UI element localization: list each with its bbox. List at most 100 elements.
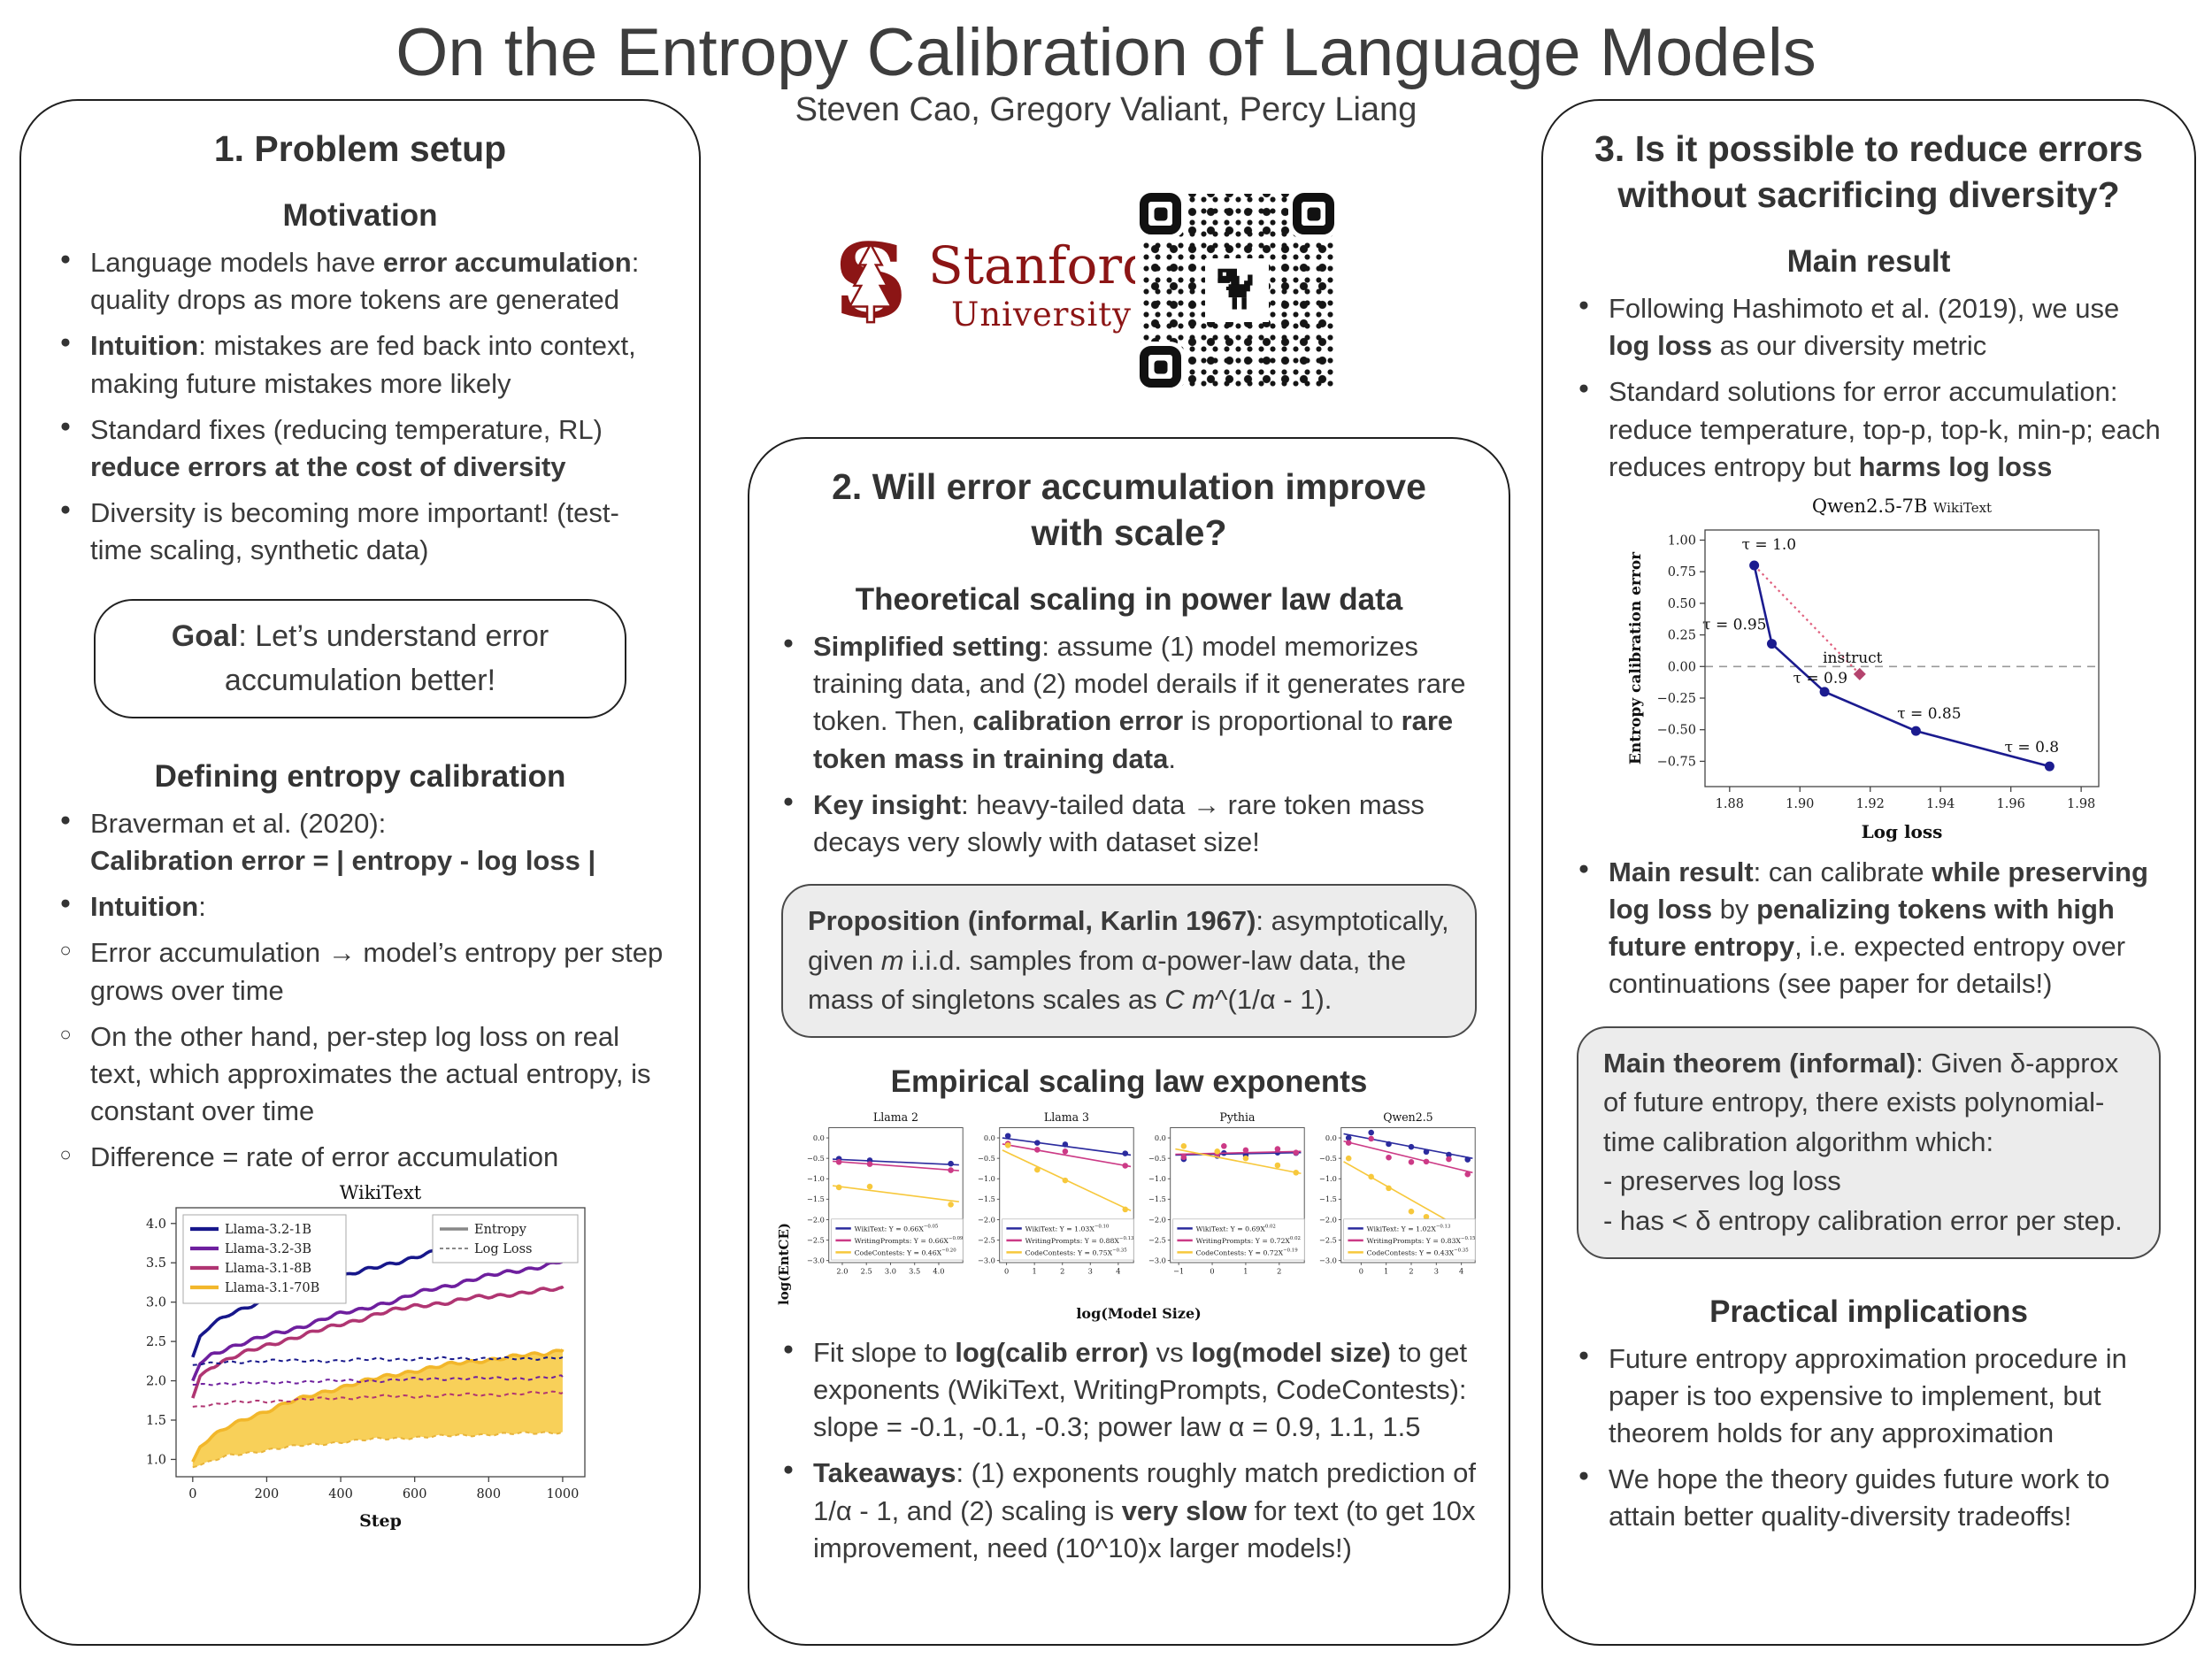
svg-text:Log Loss: Log Loss	[474, 1242, 533, 1256]
svg-text:Llama 2: Llama 2	[873, 1110, 918, 1124]
bullet-icon: ●	[782, 1338, 795, 1359]
svg-text:0.0: 0.0	[984, 1133, 995, 1142]
svg-text:Llama-3.2-1B: Llama-3.2-1B	[225, 1223, 311, 1237]
bullet-text: Simplified setting: assume (1) model mem…	[813, 631, 1474, 774]
svg-text:−2.5: −2.5	[1148, 1235, 1166, 1244]
empirical-heading: Empirical scaling law exponents	[890, 1064, 1368, 1099]
bullet-icon: ●	[1578, 857, 1590, 879]
svg-text:0.25: 0.25	[1668, 628, 1696, 642]
svg-text:1: 1	[1384, 1266, 1388, 1275]
svg-text:1.98: 1.98	[2067, 797, 2095, 811]
svg-text:WritingPrompts: Y = 0.66X−0.09: WritingPrompts: Y = 0.66X−0.09	[855, 1236, 964, 1245]
svg-text:−0.25: −0.25	[1657, 692, 1696, 706]
main-result-bullet-list: ● Main result: can calibrate while preser…	[1573, 854, 2164, 1003]
svg-text:−0.5: −0.5	[807, 1154, 825, 1163]
scaling-ylabel: log(EntCE)	[776, 1222, 792, 1305]
bullet-text: Future entropy approximation procedure i…	[1609, 1342, 2135, 1448]
main-result-list: ● Following Hashimoto et al. (2019), we u…	[1573, 290, 2164, 486]
proposition-box: Proposition (informal, Karlin 1967): asy…	[781, 884, 1477, 1038]
svg-text:−1: −1	[1173, 1266, 1184, 1275]
scaling-charts: log(EntCE) Llama 2 0.0 −0.5 −1.0 −1.5 −2.0 −2.…	[776, 1110, 1480, 1322]
circle-bullet-icon: ○	[59, 1143, 72, 1166]
svg-text:CodeContests: Y = 0.75X−0.35: CodeContests: Y = 0.75X−0.35	[1025, 1248, 1128, 1256]
list-item: ● Intuition:	[55, 888, 665, 926]
bullet-icon: ●	[782, 633, 795, 654]
svg-text:−2.5: −2.5	[1319, 1235, 1337, 1244]
svg-text:WikiText: WikiText	[340, 1185, 422, 1203]
svg-text:3.5: 3.5	[909, 1266, 920, 1275]
svg-text:Llama-3.1-70B: Llama-3.1-70B	[225, 1281, 319, 1295]
svg-text:2.5: 2.5	[861, 1266, 872, 1275]
svg-text:Entropy: Entropy	[474, 1223, 527, 1237]
svg-text:−2.5: −2.5	[978, 1235, 995, 1244]
svg-text:0.0: 0.0	[813, 1133, 825, 1142]
qr-code	[1135, 188, 1339, 392]
qr-finder-icon	[1293, 193, 1334, 234]
svg-text:CodeContests: Y = 0.46X−0.20: CodeContests: Y = 0.46X−0.20	[855, 1248, 957, 1256]
svg-text:3: 3	[1434, 1266, 1439, 1275]
section-3-heading: 3. Is it possible to reduce errors witho…	[1594, 128, 2143, 216]
stanford-seal-icon: S	[833, 232, 908, 336]
stanford-tree-icon	[848, 242, 894, 324]
svg-text:200: 200	[255, 1487, 280, 1502]
svg-text:4: 4	[1459, 1266, 1463, 1275]
list-item: ● Diversity is becoming more important! (…	[55, 495, 665, 569]
svg-text:1.0: 1.0	[146, 1454, 166, 1468]
qr-finder-icon	[1140, 193, 1181, 234]
list-item: ● Intuition: mistakes are fed back into c…	[55, 327, 665, 402]
bullet-icon: ●	[59, 893, 72, 914]
practical-list: ● Future entropy approximation procedure …	[1573, 1340, 2164, 1536]
list-item: ● Standard solutions for error accumulati…	[1573, 373, 2164, 485]
svg-text:1.96: 1.96	[1997, 797, 2025, 811]
svg-text:Entropy calibration error: Entropy calibration error	[1627, 551, 1645, 764]
svg-text:1000: 1000	[546, 1487, 579, 1502]
svg-text:−0.5: −0.5	[1319, 1154, 1337, 1163]
theory-list: ● Simplified setting: assume (1) model me…	[778, 628, 1480, 861]
qr-center-patch	[1205, 258, 1269, 322]
stanford-wordmark: Stanford University	[928, 235, 1155, 334]
svg-text:CodeContests: Y = 0.72X−0.19: CodeContests: Y = 0.72X−0.19	[1196, 1248, 1299, 1256]
svg-text:−1.0: −1.0	[807, 1174, 825, 1183]
stanford-logo: S Stanford University	[827, 232, 1155, 336]
svg-text:τ = 0.95: τ = 0.95	[1702, 616, 1766, 634]
svg-text:−3.0: −3.0	[807, 1256, 825, 1264]
svg-text:τ = 1.0: τ = 1.0	[1742, 536, 1797, 554]
svg-text:1: 1	[1033, 1266, 1037, 1275]
svg-text:2.5: 2.5	[146, 1335, 166, 1349]
svg-text:800: 800	[476, 1487, 501, 1502]
svg-text:400: 400	[328, 1487, 353, 1502]
svg-text:Pythia: Pythia	[1219, 1110, 1256, 1124]
svg-text:2: 2	[1060, 1266, 1064, 1275]
list-item: ● Following Hashimoto et al. (2019), we u…	[1573, 290, 2164, 365]
svg-text:3: 3	[1088, 1266, 1093, 1275]
bullet-text: Braverman et al. (2020): Calibration err…	[90, 807, 596, 877]
motivation-list: ● Language models have error accumulation…	[55, 244, 665, 569]
svg-text:Qwen2.5: Qwen2.5	[1383, 1110, 1432, 1124]
svg-text:4: 4	[1116, 1266, 1120, 1275]
svg-text:CodeContests: Y = 0.43X−0.35: CodeContests: Y = 0.43X−0.35	[1367, 1248, 1470, 1256]
bullet-icon: ●	[59, 415, 72, 436]
section-1-heading: 1. Problem setup	[213, 128, 507, 169]
svg-text:τ = 0.9: τ = 0.9	[1793, 670, 1848, 687]
svg-text:0.0: 0.0	[1155, 1133, 1166, 1142]
svg-text:1.90: 1.90	[1786, 797, 1814, 811]
stanford-name: Stanford	[928, 234, 1156, 296]
svg-text:4.0: 4.0	[146, 1217, 166, 1232]
svg-text:−1.5: −1.5	[978, 1194, 995, 1203]
svg-text:1.00: 1.00	[1668, 534, 1696, 548]
qr-dot-matrix	[1140, 193, 1334, 388]
svg-text:Qwen2.5-7B WikiText: Qwen2.5-7B WikiText	[1812, 495, 1992, 517]
bullet-text: Intuition: mistakes are fed back into co…	[90, 330, 644, 399]
svg-text:0: 0	[1359, 1266, 1363, 1275]
svg-text:3.0: 3.0	[885, 1266, 896, 1275]
temperature-tradeoff-chart: Qwen2.5-7B WikiText τ = 1.0 τ = 0.95 τ = 0.…	[1627, 495, 2100, 842]
bullet-icon: ●	[782, 1459, 795, 1480]
bullet-text: On the other hand, per-step log loss on …	[90, 1020, 659, 1126]
svg-text:600: 600	[403, 1487, 427, 1502]
theorem-box: Main theorem (informal): Given δ-approx …	[1577, 1025, 2161, 1259]
bullet-text: Intuition:	[90, 891, 206, 923]
main-result-heading: Main result	[1786, 244, 1951, 280]
svg-text:0: 0	[1004, 1266, 1009, 1275]
bullet-icon: ●	[59, 499, 72, 519]
svg-text:−1.5: −1.5	[807, 1194, 825, 1203]
